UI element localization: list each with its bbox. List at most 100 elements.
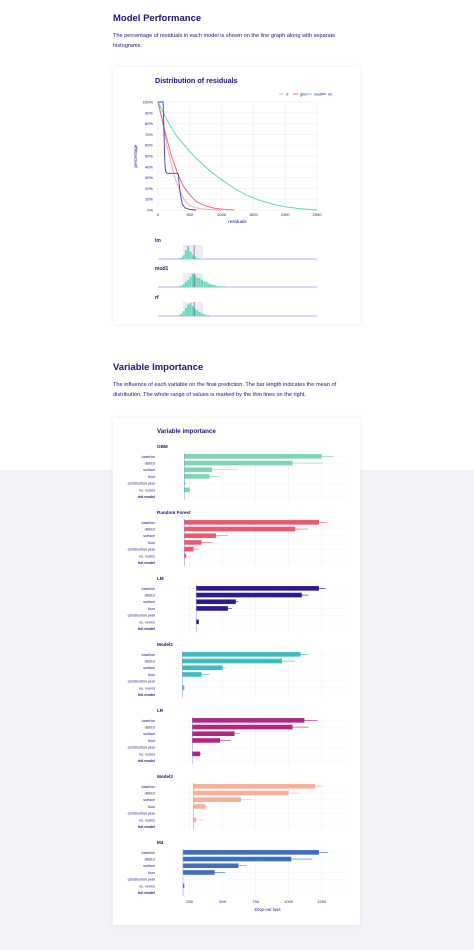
histogram-bar <box>189 303 192 316</box>
histogram-bar <box>210 284 213 287</box>
histogram-bar <box>191 306 194 316</box>
importance-bar <box>196 619 199 625</box>
residuals-card: Distribution of residuals 0% 10% 20% 30% 40% 5… <box>113 67 360 324</box>
histogram-bar <box>182 284 185 287</box>
x-tick-label: 1500 <box>249 212 259 217</box>
histogram-bar <box>180 285 183 287</box>
category-label: construction.year <box>128 482 156 486</box>
category-label: baseline <box>142 851 155 855</box>
variable-importance-card: Variable importance GBM baseline district su… <box>113 418 360 925</box>
category-label: construction.year <box>128 878 156 882</box>
importance-bar <box>192 724 293 730</box>
importance-bar <box>196 586 319 591</box>
category-label: construction.year <box>128 812 156 816</box>
model-label: GBM <box>157 444 168 449</box>
histogram-bar <box>198 258 201 259</box>
importance-bar <box>184 546 194 552</box>
category-label: district <box>145 791 155 795</box>
histogram-bar <box>212 284 215 287</box>
histogram-bar <box>194 256 197 259</box>
importance-bar <box>193 784 315 789</box>
histogram-bar <box>205 281 208 287</box>
variable-importance-chart: Variable importance GBM baseline district su… <box>128 428 348 912</box>
model-label: Random Forest <box>157 510 191 515</box>
histogram-bar <box>194 275 197 287</box>
category-label: no. rooms <box>139 488 155 492</box>
histogram-bar <box>184 250 187 259</box>
variable-importance-title: Variable Importance <box>113 362 204 373</box>
y-axis-label: percentage <box>133 144 138 167</box>
x-tick-label: 500 <box>186 212 193 217</box>
category-label: district <box>145 461 155 465</box>
histogram-bar <box>198 311 201 316</box>
histogram-bar <box>184 307 187 316</box>
importance-bar <box>184 467 213 473</box>
histogram-bar <box>187 304 190 316</box>
x-tick-label: 250 <box>186 899 193 904</box>
histogram-bar <box>221 286 224 287</box>
histogram-bar <box>196 277 199 287</box>
importance-bar <box>182 672 202 677</box>
y-tick-label: 10% <box>145 197 153 202</box>
importance-bar <box>184 520 319 525</box>
category-label: full model <box>138 693 155 697</box>
category-label: no. rooms <box>139 884 155 888</box>
x-axis-label: Drop-out loss <box>254 907 281 912</box>
importance-bar <box>196 592 302 598</box>
importance-bar <box>182 652 301 657</box>
importance-bar <box>182 685 185 691</box>
category-label: surface <box>143 798 155 802</box>
histogram-bar <box>178 258 180 259</box>
histogram-bar <box>191 274 194 287</box>
model-label: LM <box>157 576 164 581</box>
category-label: construction.year <box>128 614 156 618</box>
histogram-bar <box>224 286 226 287</box>
y-tick-label: 50% <box>145 154 153 159</box>
importance-bar <box>183 856 292 862</box>
importance-bar <box>184 540 202 545</box>
model-label: M4 <box>157 840 164 845</box>
importance-bar <box>192 718 305 723</box>
variable-importance-description: The influence of each variable on the fi… <box>113 382 337 398</box>
legend-label-mod: mod <box>314 93 321 97</box>
histogram-bar <box>203 314 206 316</box>
x-tick-label: 750 <box>252 899 259 904</box>
histogram-bar <box>182 311 185 316</box>
category-label: full model <box>138 495 155 499</box>
importance-bar <box>192 751 201 757</box>
importance-bar <box>192 731 235 737</box>
histogram-bar <box>182 255 185 259</box>
histogram-bar <box>189 276 192 287</box>
histogram-label: mod1 <box>155 266 169 272</box>
category-label: full model <box>138 891 155 895</box>
histogram-bar <box>194 308 197 316</box>
x-tick-label: 2500 <box>313 212 323 217</box>
model-label: LR <box>157 708 164 713</box>
category-label: floor <box>148 805 156 809</box>
category-label: surface <box>143 534 155 538</box>
histogram-bar <box>207 283 210 287</box>
histogram-bar <box>189 251 192 259</box>
series-line-mod <box>157 101 318 211</box>
histogram-bar <box>217 286 220 287</box>
importance-bar <box>184 460 293 466</box>
category-label: no. rooms <box>139 818 155 822</box>
y-tick-label: 20% <box>145 186 153 191</box>
x-tick-label: 1250 <box>317 899 327 904</box>
x-tick-label: 0 <box>157 212 160 217</box>
chart-title: Distribution of residuals <box>155 76 238 85</box>
chart-title: Variable importance <box>157 428 216 435</box>
x-tick-label: 1000 <box>284 899 294 904</box>
category-label: surface <box>143 600 155 604</box>
histogram-bar <box>187 246 190 259</box>
importance-bar <box>184 526 296 532</box>
x-tick-label: 500 <box>219 899 226 904</box>
y-tick-label: 30% <box>145 175 153 180</box>
x-tick-label: 2000 <box>281 212 291 217</box>
y-tick-label: 80% <box>145 121 153 126</box>
category-label: district <box>145 593 155 597</box>
x-axis-label: residuals <box>228 219 247 224</box>
y-tick-label: 70% <box>145 132 153 137</box>
category-label: floor <box>148 871 156 875</box>
histogram-bar <box>198 278 201 287</box>
